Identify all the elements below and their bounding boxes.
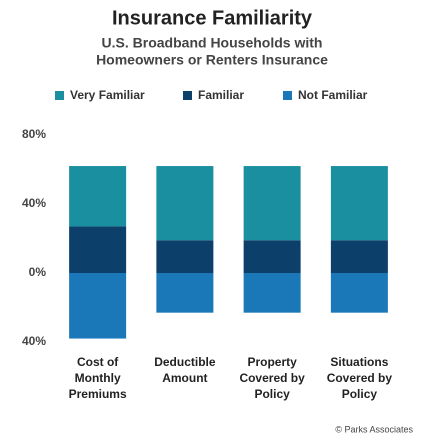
x-tick-label: Policy (342, 387, 378, 401)
legend-swatch (55, 91, 64, 100)
chart-subtitle: Homeowners or Renters Insurance (96, 52, 328, 68)
x-tick-label: Property (247, 355, 297, 369)
bar-segment (243, 166, 301, 241)
x-tick-label: Covered by (239, 371, 305, 385)
y-tick-label: 0% (29, 265, 47, 279)
x-tick-label: Cost of (77, 355, 119, 369)
y-tick-label: 80% (22, 127, 46, 141)
bar-segment (69, 273, 127, 339)
y-tick-label: 40% (22, 334, 46, 348)
chart-subtitle: U.S. Broadband Households with (102, 35, 323, 51)
legend-swatch (283, 91, 292, 100)
bar-segment (243, 273, 301, 313)
bar-segment (330, 240, 388, 273)
x-tick-label: Policy (254, 387, 290, 401)
bar-segment (69, 226, 127, 273)
x-tick-label: Premiums (69, 387, 127, 401)
legend-label: Not Familiar (298, 88, 368, 102)
x-tick-label: Covered by (327, 371, 393, 385)
legend-swatch (183, 91, 192, 100)
bar-segment (156, 240, 214, 273)
bar-segment (156, 273, 214, 313)
x-tick-label: Situations (330, 355, 388, 369)
y-tick-label: 40% (22, 196, 46, 210)
x-tick-label: Amount (162, 371, 207, 385)
bar-segment (330, 166, 388, 241)
bar-segment (243, 240, 301, 273)
x-tick-label: Deductible (154, 355, 216, 369)
source: © Parks Associates (335, 424, 413, 434)
legend-label: Familiar (198, 88, 244, 102)
legend-label: Very Familiar (70, 88, 145, 102)
x-tick-label: Monthly (75, 371, 121, 385)
chart-title: Insurance Familiarity (112, 7, 313, 29)
bar-segment (156, 166, 214, 241)
bar-segment (330, 273, 388, 313)
bar-segment (69, 166, 127, 227)
